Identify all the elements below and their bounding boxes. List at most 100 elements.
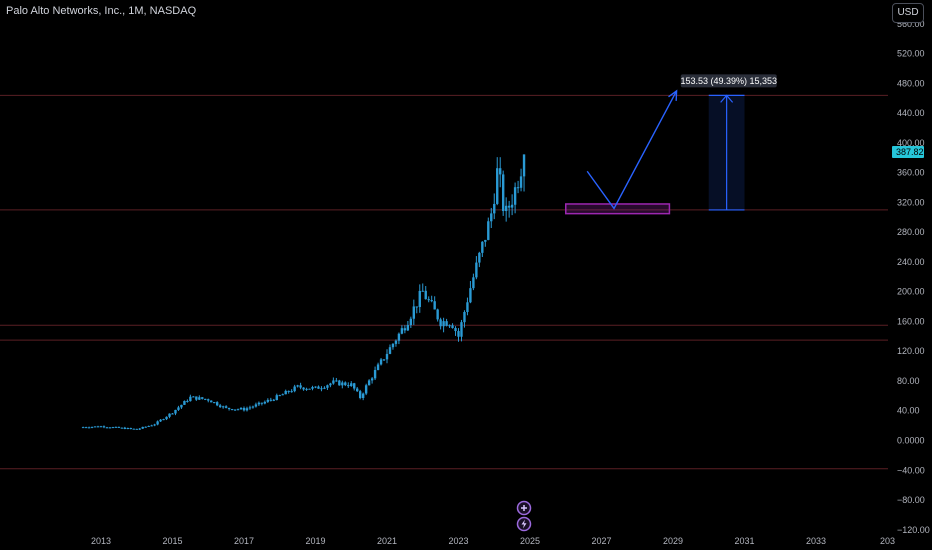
price-tick-label: 240.00 xyxy=(897,257,925,267)
price-tick-label: 200.00 xyxy=(897,287,925,297)
candle-body xyxy=(144,426,147,428)
candle-body xyxy=(350,383,353,387)
candle-body xyxy=(269,399,273,401)
time-tick-label: 2033 xyxy=(806,536,826,546)
price-tick-label: 320.00 xyxy=(897,197,925,207)
candle-body xyxy=(433,301,436,310)
candle-body xyxy=(329,383,332,386)
price-tick-label: 520.00 xyxy=(897,49,925,59)
measure-label-box xyxy=(680,74,777,88)
candle-body xyxy=(248,407,252,409)
last-price-label: 387.82 xyxy=(896,147,924,157)
candle-body xyxy=(466,302,469,312)
candle-body xyxy=(266,399,270,402)
candle-body xyxy=(135,428,138,430)
candle-body xyxy=(519,176,523,188)
price-tick-label: 560.00 xyxy=(897,19,925,29)
candle-body xyxy=(201,397,204,399)
candlestick-series xyxy=(81,154,526,430)
candle-body xyxy=(510,204,514,208)
candle-body xyxy=(251,406,255,408)
candle-body xyxy=(111,427,115,429)
candle-body xyxy=(114,426,118,428)
candle-body xyxy=(412,306,416,319)
candle-body xyxy=(132,428,135,430)
candle-body xyxy=(364,385,368,394)
candle-body xyxy=(493,203,496,214)
candle-body xyxy=(272,399,275,401)
candle-body xyxy=(239,407,243,410)
candle-body xyxy=(347,385,350,387)
candle-body xyxy=(320,388,323,390)
time-tick-label: 2031 xyxy=(734,536,754,546)
candle-body xyxy=(254,404,258,407)
candle-body xyxy=(478,252,481,263)
candle-body xyxy=(141,426,144,429)
candle-body xyxy=(242,407,246,411)
candle-body xyxy=(207,399,210,401)
drawings[interactable]: 153.53 (49.39%) 15,353 xyxy=(565,74,777,215)
candle-body xyxy=(490,213,493,222)
candle-body xyxy=(344,382,347,386)
candle-body xyxy=(496,168,499,204)
price-tick-label: 280.00 xyxy=(897,227,925,237)
price-tick-label: 40.00 xyxy=(897,406,920,416)
candle-body xyxy=(120,427,124,429)
candle-body xyxy=(147,425,150,427)
candle-body xyxy=(499,168,502,175)
price-axis[interactable]: −120.00 −80.00 −40.00 0.0000 40.00 80.00 120.0… xyxy=(892,19,930,535)
candle-body xyxy=(436,309,439,320)
candle-body xyxy=(367,380,371,386)
candle-body xyxy=(356,388,359,392)
currency-button[interactable]: USD xyxy=(892,3,924,23)
candle-body xyxy=(180,404,183,408)
rectangle-zone[interactable] xyxy=(565,203,671,215)
candle-body xyxy=(293,386,296,392)
candle-body xyxy=(275,395,278,401)
candle-body xyxy=(281,394,284,396)
candle-body xyxy=(311,387,314,389)
candle-body xyxy=(379,359,383,365)
candle-body xyxy=(299,385,302,388)
candle-body xyxy=(394,340,398,344)
candle-body xyxy=(388,347,392,354)
candle-body xyxy=(290,391,293,393)
candle-body xyxy=(162,419,165,421)
candle-body xyxy=(332,380,335,384)
projection-arrowhead xyxy=(668,89,678,101)
time-tick-label: 2023 xyxy=(448,536,468,546)
candle-body xyxy=(192,396,195,398)
time-tick-label: 2017 xyxy=(234,536,254,546)
time-axis[interactable]: 2013 2015 2017 2019 2021 2023 2025 2027 2029 2031… xyxy=(91,536,895,546)
price-tick-label: 480.00 xyxy=(897,78,925,88)
candle-body xyxy=(472,277,475,289)
candle-body xyxy=(305,388,308,390)
candle-body xyxy=(117,426,121,428)
candle-body xyxy=(448,325,451,327)
candle-body xyxy=(463,311,466,323)
candle-body xyxy=(156,421,159,425)
candle-body xyxy=(159,419,162,422)
plus-circle-icon[interactable] xyxy=(516,500,532,516)
candle-body xyxy=(376,364,380,370)
candle-body xyxy=(415,306,418,308)
candle-body xyxy=(427,299,430,301)
candle-body xyxy=(99,426,103,428)
projection-path-line[interactable] xyxy=(586,90,678,210)
candle-body xyxy=(302,387,305,390)
candle-body xyxy=(138,428,141,430)
candle-body xyxy=(260,402,264,404)
candle-body xyxy=(424,290,427,300)
candle-body xyxy=(481,241,484,253)
candle-body xyxy=(421,290,424,292)
candle-body xyxy=(397,333,401,341)
candle-body xyxy=(323,387,326,389)
price-tick-label: 120.00 xyxy=(897,346,925,356)
candle-body xyxy=(484,239,487,242)
measure-arrowhead xyxy=(720,94,734,103)
lightning-circle-icon[interactable] xyxy=(516,516,532,532)
candle-body xyxy=(204,398,207,400)
price-tick-label: 160.00 xyxy=(897,316,925,326)
candle-body xyxy=(353,383,356,389)
